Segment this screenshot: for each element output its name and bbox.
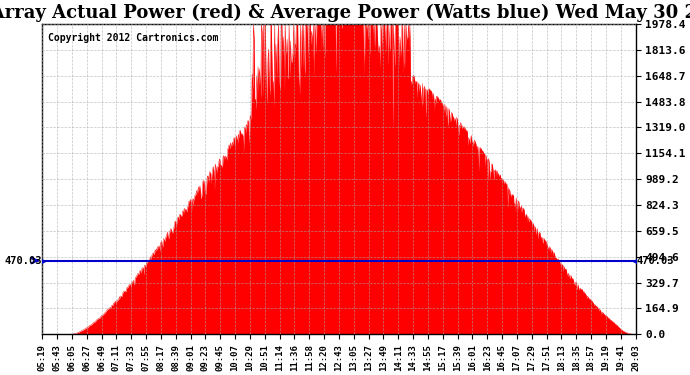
Text: 470.03: 470.03: [4, 255, 41, 266]
Text: 470.03: 470.03: [636, 255, 673, 266]
Text: Copyright 2012 Cartronics.com: Copyright 2012 Cartronics.com: [48, 33, 219, 43]
Title: West Array Actual Power (red) & Average Power (Watts blue) Wed May 30 20:18: West Array Actual Power (red) & Average …: [0, 4, 690, 22]
